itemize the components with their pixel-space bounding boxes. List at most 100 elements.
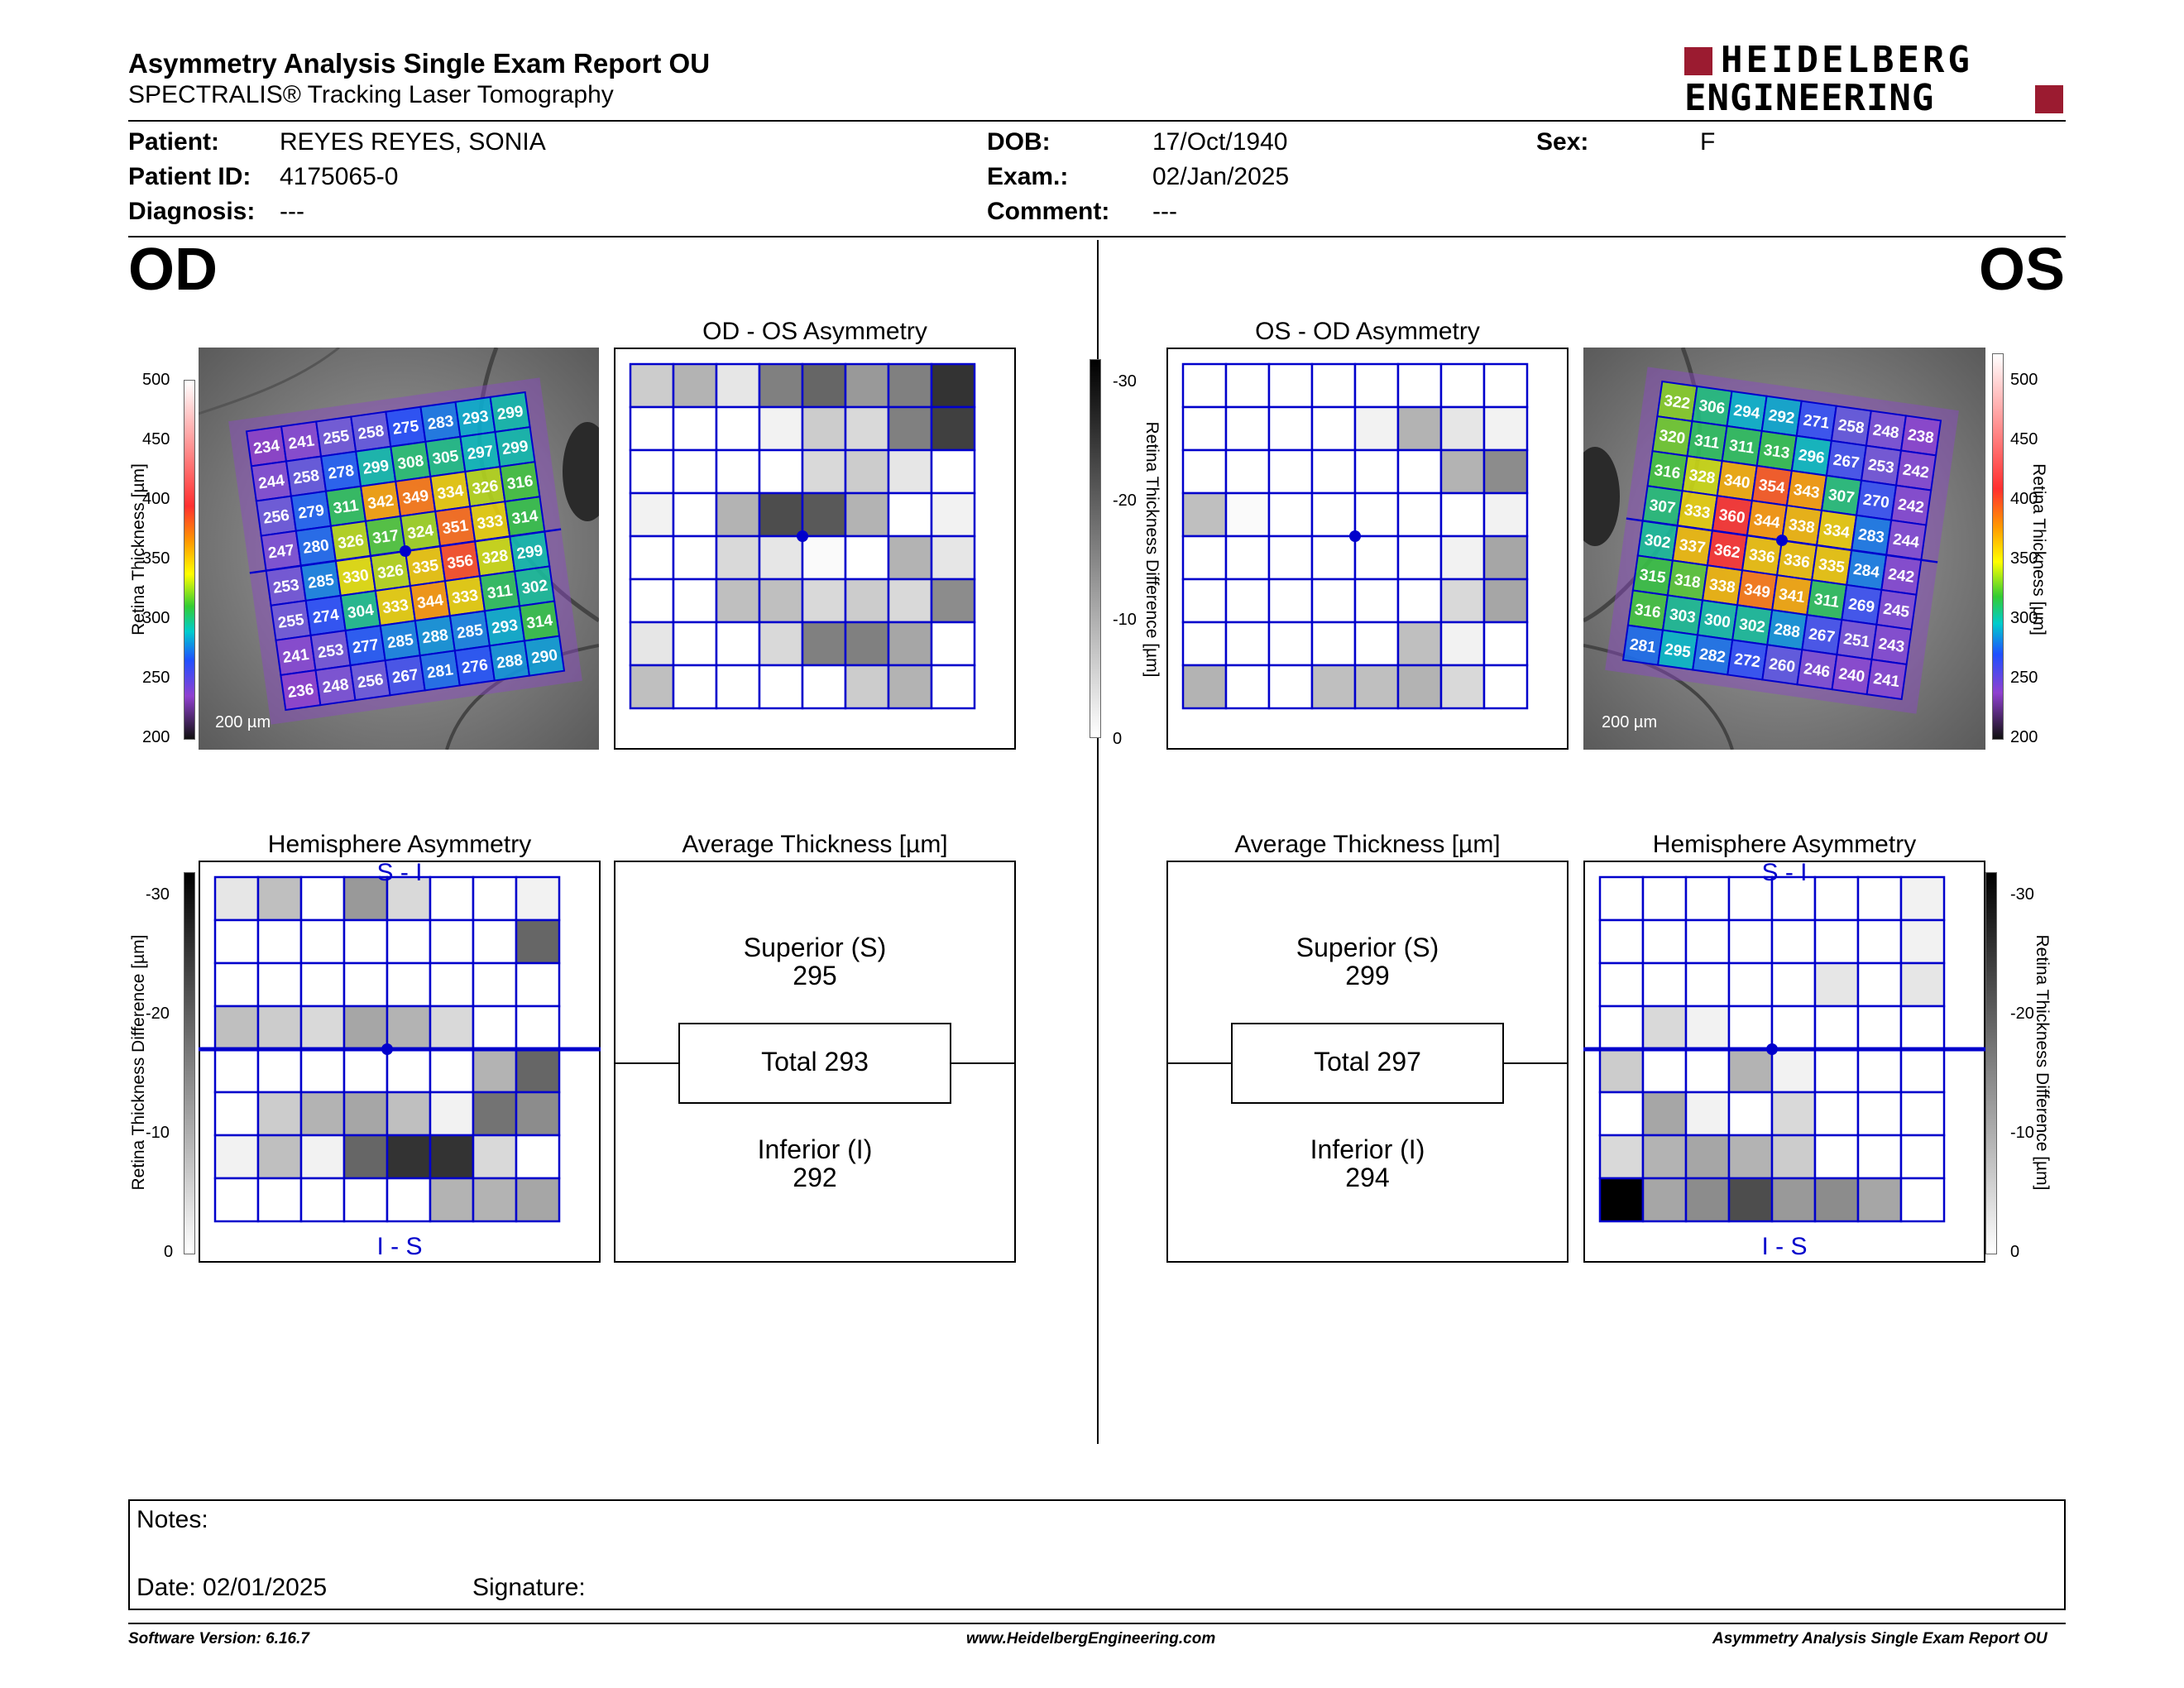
od-map-value: 314 (525, 611, 554, 632)
os-map-value: 349 (1743, 581, 1771, 602)
os-average-panel: Superior (S) 299 Total 297 Inferior (I) … (1166, 861, 1569, 1263)
os-asym-cell (1396, 535, 1443, 581)
os-asym-cell (1310, 448, 1357, 495)
os-asym-cell (1310, 621, 1357, 667)
os-hemi-cell (1813, 1177, 1860, 1223)
od-map-value: 324 (406, 522, 435, 543)
os-hemi-cell (1598, 961, 1645, 1008)
os-asym-cell (1224, 578, 1271, 624)
od-hemi-cell (342, 875, 389, 922)
os-asym-cell (1181, 448, 1228, 495)
od-asym-cell (629, 535, 675, 581)
os-hemi-cell (1899, 1005, 1946, 1051)
od-map-value: 288 (496, 651, 524, 672)
os-asym-cell (1353, 362, 1400, 409)
os-hemi-cell (1641, 1048, 1688, 1094)
od-asym-cell (801, 492, 847, 538)
os-map-value: 343 (1793, 482, 1821, 502)
od-hemi-cell (213, 875, 260, 922)
od-hemi-cell (429, 1134, 475, 1180)
od-map-value: 299 (362, 458, 390, 478)
od-hemi-cell (342, 1091, 389, 1137)
os-asym-cell (1482, 492, 1529, 538)
os-map-value: 354 (1757, 477, 1786, 497)
os-asym-cell (1439, 492, 1486, 538)
od-hemi-cell (429, 1005, 475, 1051)
od-asym-cell (715, 535, 761, 581)
od-asym-cell (930, 405, 976, 452)
os-map-value: 311 (1813, 591, 1841, 611)
od-hemi-cell (213, 918, 260, 965)
os-hemi-cell (1770, 1048, 1817, 1094)
od-hemi-cell (386, 1134, 432, 1180)
os-hemi-cell (1684, 918, 1731, 965)
od-asym-cell (629, 448, 675, 495)
os-asym-cell (1482, 621, 1529, 667)
heidelberg-logo: HEIDELBERG ENGINEERING (1684, 41, 2065, 118)
od-asym-cell (758, 405, 804, 452)
os-map-value: 267 (1808, 626, 1836, 646)
os-thickness-grid: 322 306 294 292 271 258 248 238 320 311 311 313 296 2… (1605, 367, 1959, 714)
od-map-value: 317 (371, 527, 400, 548)
od-map-value: 314 (510, 507, 539, 528)
od-hemi-cell (342, 1134, 389, 1180)
od-hemi-cell (213, 1134, 260, 1180)
os-map-value: 296 (1797, 447, 1825, 468)
od-hemi-cell (515, 875, 561, 922)
od-hemi-cell (472, 1091, 518, 1137)
od-asym-cell (844, 535, 890, 581)
os-map-value: 258 (1837, 416, 1865, 437)
od-hemi-cell (515, 1177, 561, 1223)
os-hemi-cell (1770, 961, 1817, 1008)
os-asym-cell (1310, 492, 1357, 538)
os-hemi-cell (1641, 875, 1688, 922)
od-hemi-cell (342, 1177, 389, 1223)
od-average-panel: Superior (S) 295 Total 293 Inferior (I) … (614, 861, 1016, 1263)
od-superior-value: 295 (793, 961, 837, 990)
od-map-value: 299 (501, 438, 529, 458)
od-asym-cell (715, 362, 761, 409)
od-asym-fovea-dot (797, 530, 808, 542)
od-asym-cell (844, 492, 890, 538)
os-asym-cell (1267, 535, 1314, 581)
os-total: Total 297 (1314, 1047, 1421, 1077)
od-map-value: 290 (530, 646, 558, 667)
od-asym-cell (844, 664, 890, 710)
os-asymmetry-panel (1166, 348, 1569, 750)
os-map-value: 267 (1832, 452, 1861, 472)
od-hemi-cell (213, 961, 260, 1008)
od-asym-cell (758, 492, 804, 538)
od-hemi-cell (515, 1048, 561, 1094)
od-asym-cell (844, 405, 890, 452)
os-asym-cell (1267, 664, 1314, 710)
od-hemi-cell (213, 1091, 260, 1137)
footer-website[interactable]: www.HeidelbergEngineering.com (966, 1630, 1216, 1647)
notes-box[interactable]: Notes: Date: 02/01/2025 Signature: (128, 1499, 2066, 1610)
od-hemi-cell (429, 918, 475, 965)
od-hemi-cell (256, 918, 303, 965)
os-map-value: 270 (1862, 492, 1890, 512)
od-asym-cell (629, 578, 675, 624)
os-asym-cell (1396, 664, 1443, 710)
os-asym-cell (1482, 664, 1529, 710)
os-asym-cell (1396, 448, 1443, 495)
od-asymmetry-panel (614, 348, 1016, 750)
od-hemi-cell (429, 961, 475, 1008)
patient-name: REYES REYES, SONIA (280, 128, 546, 156)
os-hemi-cell (1856, 1091, 1903, 1137)
os-hemisphere-title: Hemisphere Asymmetry (1583, 831, 1985, 859)
os-asym-cell (1439, 578, 1486, 624)
od-map-value: 274 (312, 607, 341, 627)
os-map-value: 241 (1872, 670, 1901, 691)
od-hemi-cell (429, 875, 475, 922)
od-asym-cell (887, 621, 933, 667)
patient-label: Patient: (128, 128, 220, 156)
od-map-value: 281 (426, 661, 455, 682)
notes-label: Notes: (136, 1506, 208, 1533)
od-map-value: 283 (426, 413, 454, 434)
od-scale-bar: 200 µm (215, 713, 271, 731)
od-hemi-bottom-label: I - S (376, 1233, 423, 1260)
patient-id-label: Patient ID: (128, 163, 251, 190)
od-asym-cell (715, 621, 761, 667)
os-asym-cell (1181, 405, 1228, 452)
